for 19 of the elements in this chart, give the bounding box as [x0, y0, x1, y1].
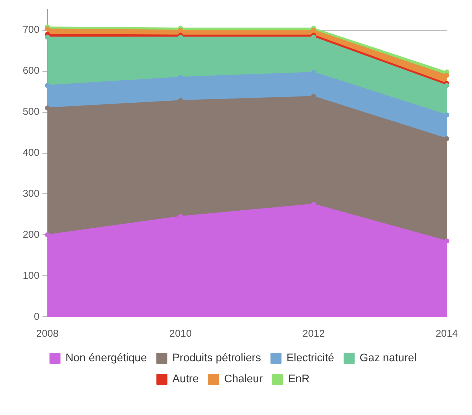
x-tick-label: 2014: [436, 328, 459, 340]
y-tick-label: 100: [22, 270, 40, 282]
x-tick-label: 2012: [302, 328, 326, 340]
y-tick-label: 0: [34, 312, 40, 323]
legend-label: Gaz naturel: [360, 352, 417, 365]
legend-label: EnR: [288, 374, 310, 386]
y-tick-label: 500: [22, 107, 40, 118]
x-tick-label: 2008: [36, 328, 60, 340]
legend-label: Non énergétique: [66, 352, 148, 365]
y-tick-label: 300: [22, 188, 40, 200]
legend-label: Produits pétroliers: [172, 352, 262, 365]
legend-label: Chaleur: [224, 374, 264, 386]
y-tick-label: 400: [22, 148, 40, 160]
y-tick-label: 200: [22, 230, 40, 241]
y-tick-label: 600: [22, 66, 40, 78]
y-tick-label: 700: [22, 25, 40, 36]
legend-label: Electricité: [286, 352, 334, 365]
legend-label: Autre: [172, 374, 199, 386]
x-tick-label: 2010: [170, 328, 192, 340]
